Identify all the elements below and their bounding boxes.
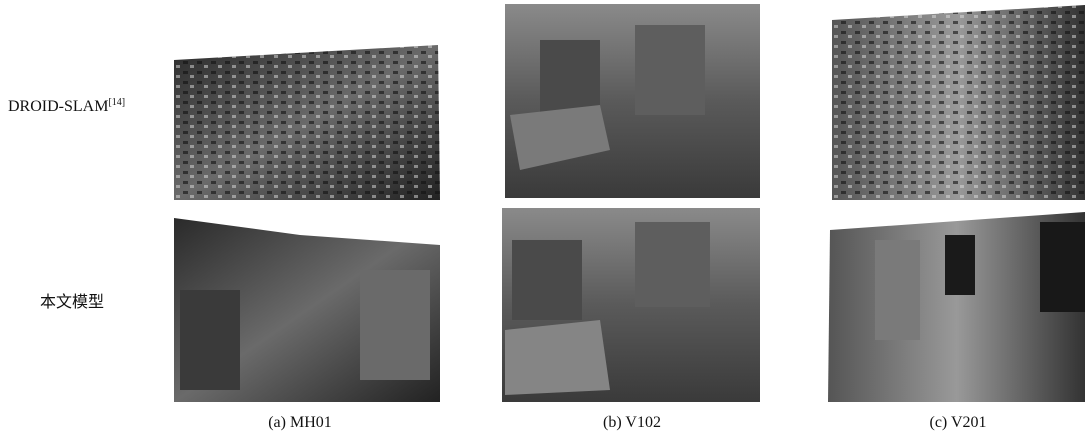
panel-ours-v102 <box>502 208 760 402</box>
citation: [14] <box>108 97 125 108</box>
column-caption: (a) MH01 <box>200 414 400 432</box>
figure: DROID-SLAM[14] 本文模型 (a) MH01 (b) V102 (c… <box>0 0 1085 441</box>
panel-droid-mh01 <box>174 45 440 200</box>
panel-ours-v201 <box>828 212 1085 402</box>
column-caption: (c) V201 <box>858 414 1058 432</box>
panel-droid-v102 <box>505 4 760 198</box>
row-label: 本文模型 <box>40 288 104 312</box>
row-label: DROID-SLAM[14] <box>8 97 125 116</box>
column-caption: (b) V102 <box>532 414 732 432</box>
panel-droid-v201 <box>832 5 1085 200</box>
image-grid <box>0 0 1085 441</box>
row-label-text: DROID-SLAM <box>8 98 108 115</box>
panel-ours-mh01 <box>174 218 440 402</box>
